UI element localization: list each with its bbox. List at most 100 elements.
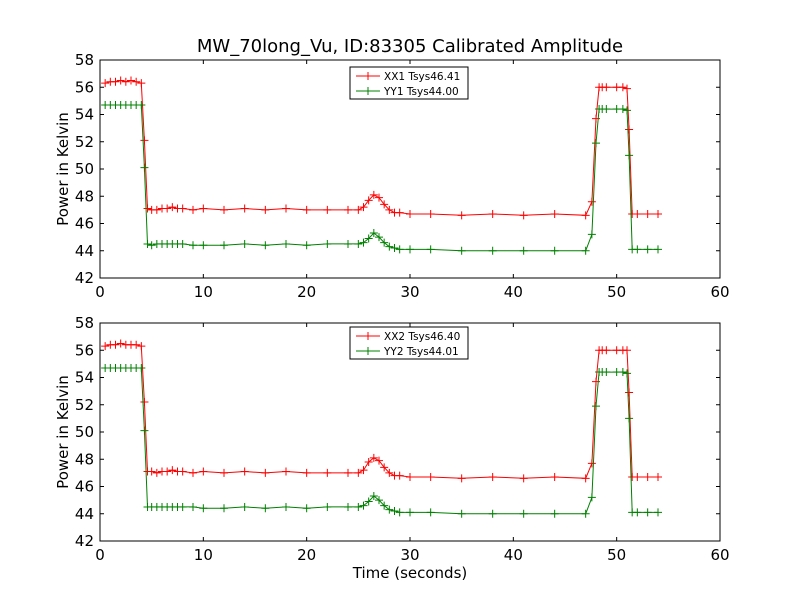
chart-2-x-axis-label: Time (seconds) (352, 564, 468, 582)
chart-2-series-1-point (199, 467, 208, 476)
chart-2-series-1-point (602, 346, 611, 355)
chart-1-series-1-point (261, 205, 270, 214)
chart-2-series-1-point (261, 468, 270, 477)
chart-2-series-1-point (643, 472, 652, 481)
chart-2-series-1-point (344, 468, 352, 477)
chart-1-series-2-point (654, 245, 662, 254)
chart-1-series-2-point (602, 105, 611, 114)
chart-2-series-2-point (369, 492, 378, 501)
chart-2-legend-marker-1 (364, 332, 372, 340)
chart-1-y-tick-label: 46 (75, 215, 94, 233)
chart-2-series-1-point (369, 453, 378, 462)
chart-2-series-2-point (550, 509, 559, 518)
chart-1-y-axis-label: Power in Kelvin (54, 112, 72, 226)
chart-2-series-2-point (323, 502, 332, 511)
chart-2-series-1-point (359, 466, 368, 475)
chart-1-series-2-point (581, 246, 590, 255)
chart-2-series-2-point (282, 502, 290, 511)
chart-1-series-2-point (488, 246, 497, 255)
chart-1-y-tick-label: 44 (75, 242, 94, 260)
chart-1-series-2-point (369, 229, 378, 238)
chart-2-series-1-point (163, 467, 172, 476)
chart-2-series-1-point (380, 463, 389, 472)
chart-1-legend-marker-2 (364, 87, 372, 95)
chart-1-series-1-point (137, 79, 146, 88)
chart-2-series-1-point (364, 457, 373, 466)
chart-1-series-2-point (323, 239, 332, 248)
chart-1-series-2-point (359, 238, 368, 247)
chart-1-series-1-point (643, 209, 652, 218)
chart-2-series-1-point (101, 342, 110, 351)
chart-2-series-2-point (189, 502, 197, 511)
chart-1-x-tick-label: 40 (504, 283, 523, 301)
chart-2-series-2-point (618, 368, 627, 377)
chart-2-panel: 0 10 20 30 40 50 60 42 44 46 48 50 52 54 56 58 Power in … (54, 314, 730, 582)
chart-1-panel: 0 10 20 30 40 50 60 42 44 46 48 50 52 54 56 58 Power in … (54, 51, 730, 301)
chart-2-series-1-point (240, 467, 249, 476)
chart-1-series-2-point (261, 241, 270, 250)
chart-2-series-1 (101, 339, 662, 483)
chart-1-series-1-point (199, 204, 208, 213)
chart-2-series-1-point (116, 339, 125, 348)
chart-1-series-1-point (152, 205, 161, 214)
chart-1-series-1-point (488, 209, 497, 218)
chart-1-series-2-point (199, 241, 208, 250)
chart-2-series-2-point (643, 508, 652, 517)
chart-1-series-1-point (111, 77, 120, 86)
chart-1-x-tick-label: 30 (400, 283, 419, 301)
chart-1-series-2-point (623, 106, 631, 115)
chart-2-x-tick-label: 0 (95, 546, 105, 564)
chart-2-series-1-point (178, 467, 187, 476)
chart-1-series-1-point (282, 204, 290, 213)
chart-2-y-tick-label: 46 (75, 478, 94, 496)
chart-2-series-2-point (261, 504, 270, 513)
chart-1-series-1-point (323, 205, 332, 214)
chart-1-x-tick-label: 50 (607, 283, 626, 301)
chart-1-series-1-point (457, 211, 466, 220)
chart-1-series-1-point (132, 77, 141, 86)
chart-2-series-2-point (592, 402, 600, 411)
chart-1-series-1-point (633, 209, 642, 218)
chart-1-series-2-point (390, 244, 399, 253)
chart-2-series-2-point (375, 496, 383, 505)
chart-1-series-1-point (519, 211, 528, 220)
chart-2-series-2-point (426, 508, 435, 517)
chart-2-series-2 (101, 363, 662, 518)
chart-1-series-1-point (189, 205, 197, 214)
chart-2-series-1-point (140, 398, 149, 407)
chart-1-series-1-point (101, 79, 110, 88)
chart-2-legend-marker-2 (364, 347, 372, 355)
chart-1-legend: XX1 Tsys46.41 YY1 Tsys44.00 (349, 66, 469, 100)
chart-2-series-1-point (323, 468, 332, 477)
chart-2-series-1-point (395, 471, 404, 480)
chart-2-x-tick-label: 60 (710, 546, 729, 564)
chart-2-series-2-point (625, 414, 634, 423)
chart-1-series-2-point (587, 230, 596, 239)
chart-1-series-2-point (643, 245, 652, 254)
chart-1-legend-label-2: YY1 Tsys44.00 (383, 86, 459, 98)
chart-1-series-1-point (654, 209, 662, 218)
chart-2-series-2-point (581, 509, 590, 518)
chart-1-series-2-point (282, 239, 290, 248)
chart-2-series-2-point (488, 509, 497, 518)
chart-2-series-1-point (426, 472, 435, 481)
chart-2-x-tick-label: 40 (504, 546, 523, 564)
chart-2-y-tick-label: 42 (75, 532, 94, 550)
chart-2-y-tick-label: 44 (75, 505, 94, 523)
chart-2-series-2-point (137, 363, 146, 372)
chart-2-series-2-point (519, 509, 528, 518)
chart-2-y-tick-label: 48 (75, 450, 94, 468)
chart-1-series-1-point (143, 204, 152, 213)
chart-1-series-1-point (385, 205, 394, 214)
chart-1-series-2 (101, 100, 662, 255)
chart-2-series-1-point (147, 467, 156, 476)
chart-1-legend-box (349, 66, 469, 100)
chart-1-series-2-point (140, 163, 149, 172)
chart-2-series-1-point (385, 468, 394, 477)
chart-2-y-tick-label: 52 (75, 396, 94, 414)
chart-2-series-1-point (168, 466, 177, 475)
figure-title: MW_70long_Vu, ID:83305 Calibrated Amplit… (197, 36, 623, 57)
chart-2-series-1-point (132, 340, 141, 349)
chart-2-series-2-point (380, 501, 389, 510)
charts-group: 0 10 20 30 40 50 60 42 44 46 48 50 52 54 56 58 Power in … (54, 51, 730, 582)
